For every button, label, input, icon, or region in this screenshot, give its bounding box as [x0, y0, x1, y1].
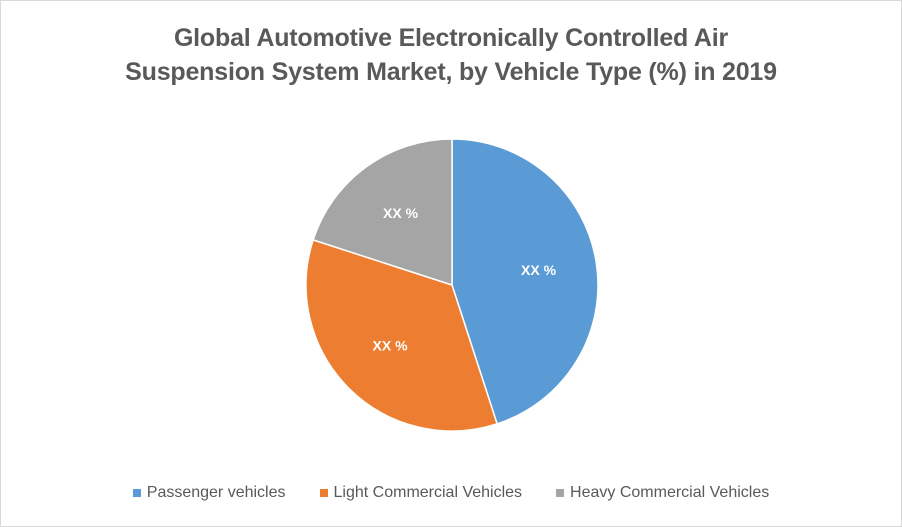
legend-item-passenger-vehicles: Passenger vehicles — [132, 484, 286, 502]
chart-title-line-1: Global Automotive Electronically Control… — [173, 24, 729, 52]
data-label-passenger-vehicles: XX % — [521, 262, 557, 278]
pie-slice-heavy-commercial-vehicles — [312, 138, 453, 287]
chart-title-line-2: Suspension System Market, by Vehicle Typ… — [125, 58, 777, 86]
legend: Passenger vehicles Light Commercial Vehi… — [1, 484, 901, 502]
chart-title: Global Automotive Electronically Control… — [1, 21, 901, 89]
legend-item-heavy-commercial-vehicles: Heavy Commercial Vehicles — [556, 484, 769, 502]
pie-slice-light-commercial-vehicles — [305, 238, 499, 432]
legend-label-passenger-vehicles: Passenger vehicles — [146, 484, 286, 501]
data-label-heavy-commercial-vehicles: XX % — [383, 205, 419, 221]
data-label-light-commercial-vehicles: XX % — [373, 338, 409, 354]
legend-label-heavy-commercial-vehicles: Heavy Commercial Vehicles — [570, 484, 770, 501]
legend-swatch-light-commercial-vehicles — [319, 489, 328, 497]
legend-item-light-commercial-vehicles: Light Commercial Vehicles — [319, 484, 523, 502]
pie-slice-passenger-vehicles — [451, 138, 599, 425]
legend-label-light-commercial-vehicles: Light Commercial Vehicles — [333, 484, 523, 501]
legend-swatch-passenger-vehicles — [132, 489, 141, 497]
legend-swatch-heavy-commercial-vehicles — [556, 489, 565, 497]
